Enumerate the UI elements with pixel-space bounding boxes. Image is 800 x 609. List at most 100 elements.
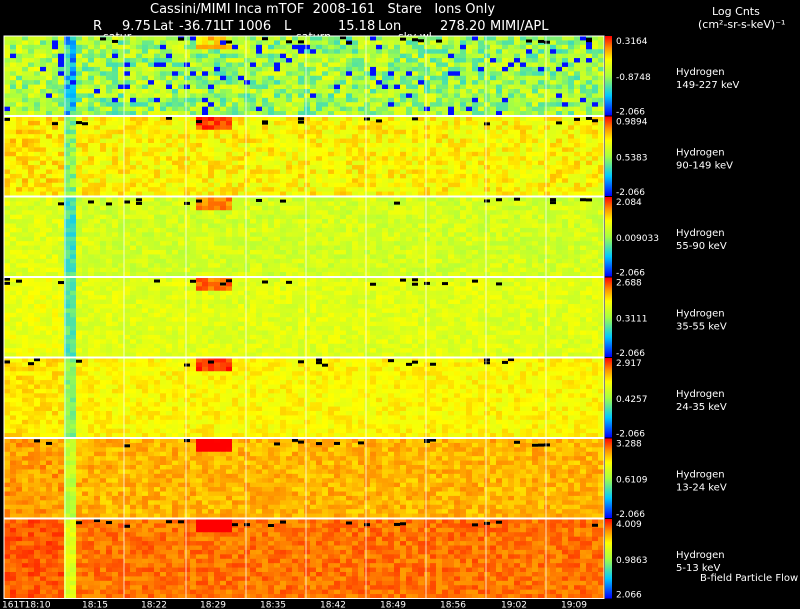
heat-cell (268, 49, 275, 55)
heat-cell (10, 169, 17, 175)
heat-cell (430, 197, 437, 202)
heat-cell (298, 147, 305, 153)
heat-cell (550, 111, 557, 116)
heat-cell (316, 106, 323, 112)
heat-cell (466, 71, 473, 77)
heat-cell (412, 75, 419, 81)
heat-cell (490, 97, 497, 103)
heat-cell (250, 66, 257, 72)
heat-cell (484, 40, 491, 46)
heat-cell (172, 219, 179, 224)
heat-cell (382, 219, 389, 224)
heat-cell (40, 89, 47, 94)
heat-cell (460, 58, 467, 63)
heat-cell (88, 93, 95, 99)
heat-cell (424, 160, 431, 166)
heat-cell (202, 80, 209, 85)
heat-cell (142, 210, 149, 216)
heat-cell (586, 75, 593, 81)
heat-cell (418, 111, 425, 116)
heat-cell (412, 44, 419, 50)
heat-cell (424, 49, 431, 55)
heat-cell (22, 89, 29, 94)
heat-cell (130, 111, 137, 116)
heat-cell (142, 178, 149, 184)
heat-cell (238, 40, 245, 46)
heat-cell (220, 71, 227, 77)
heat-cell (562, 62, 569, 68)
heat-cell (424, 178, 431, 184)
heat-cell (478, 66, 485, 72)
heat-cell (382, 147, 389, 153)
heat-cell (460, 134, 467, 139)
heat-cell (262, 219, 269, 224)
heat-cell (4, 143, 11, 148)
heat-cell (556, 80, 563, 85)
heat-cell (502, 205, 509, 211)
heat-cell (256, 201, 263, 207)
heat-cell (556, 102, 563, 108)
heat-cell (106, 250, 113, 255)
heat-cell (106, 219, 113, 224)
heat-cell (508, 49, 515, 55)
heat-cell (220, 80, 227, 85)
heat-cell (178, 241, 185, 246)
heat-cell (40, 93, 47, 99)
heat-cell (118, 205, 125, 211)
heat-cell (226, 236, 233, 242)
heat-cell (226, 147, 233, 153)
heat-cell (172, 49, 179, 55)
heat-cell (352, 232, 359, 238)
heat-cell (250, 151, 257, 157)
heat-cell (364, 129, 371, 135)
heat-cell (256, 214, 263, 220)
heat-cell (22, 36, 29, 41)
heat-cell (88, 245, 95, 251)
heat-cell (466, 201, 473, 207)
heat-cell (226, 169, 233, 175)
heat-cell (496, 147, 503, 153)
heat-cell (532, 227, 539, 233)
heat-cell (316, 71, 323, 77)
heat-cell (256, 156, 263, 162)
heat-cell (208, 120, 215, 126)
heat-cell (574, 44, 581, 50)
heat-cell (40, 102, 47, 108)
heat-cell (472, 156, 479, 162)
heat-cell (376, 58, 383, 63)
heat-cell (334, 49, 341, 55)
heat-cell (556, 125, 563, 131)
heat-cell (250, 129, 257, 135)
heat-cell (562, 143, 569, 148)
heat-cell (100, 241, 107, 246)
heat-cell (514, 106, 521, 112)
heat-cell (196, 245, 203, 251)
heat-cell (538, 134, 545, 139)
heat-cell (514, 178, 521, 184)
heat-cell (166, 84, 173, 90)
heat-cell (448, 156, 455, 162)
heat-cell (100, 129, 107, 135)
heat-cell (88, 80, 95, 85)
heat-cell (598, 160, 605, 166)
heat-cell (442, 36, 449, 41)
heat-cell (106, 227, 113, 233)
heat-cell (220, 182, 227, 188)
heat-cell (40, 160, 47, 166)
heat-cell (592, 53, 599, 59)
heat-cell (304, 58, 311, 63)
heat-cell (538, 210, 545, 216)
heat-cell (190, 49, 197, 55)
heat-cell (574, 147, 581, 153)
heat-cell (316, 120, 323, 126)
heat-cell (34, 75, 41, 81)
heat-cell (178, 134, 185, 139)
heat-cell (274, 40, 281, 46)
heat-cell (214, 151, 221, 157)
heat-cell (514, 97, 521, 103)
heat-cell (532, 49, 539, 55)
heat-cell (64, 236, 71, 242)
heat-cell (328, 93, 335, 99)
heat-cell (340, 58, 347, 63)
heat-cell (10, 156, 17, 162)
